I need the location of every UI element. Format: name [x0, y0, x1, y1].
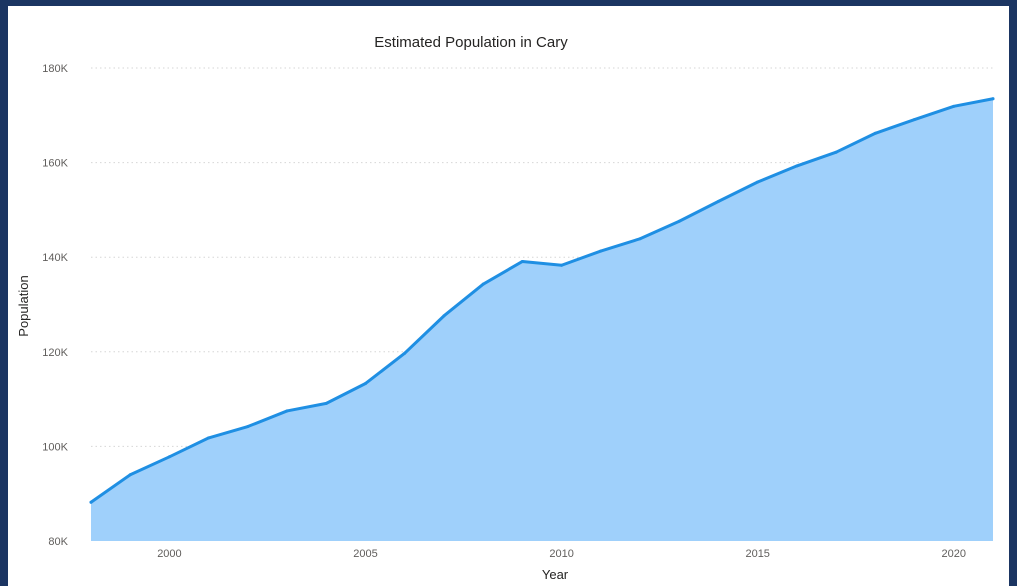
data-point[interactable] — [89, 500, 93, 504]
data-point[interactable] — [834, 150, 838, 154]
y-tick-label: 180K — [42, 63, 68, 75]
data-point[interactable] — [246, 425, 250, 429]
chart-title: Estimated Population in Cary — [374, 34, 568, 51]
x-tick-label: 2015 — [745, 548, 769, 560]
data-point[interactable] — [403, 351, 407, 355]
data-point[interactable] — [520, 259, 524, 263]
chart-panel: Estimated Population in Cary 80K 100K 120K… — [8, 6, 1009, 586]
data-point[interactable] — [285, 409, 289, 413]
y-axis-ticks: 80K 100K 120K 140K 160K 180K — [42, 63, 68, 548]
population-line — [89, 97, 995, 504]
y-tick-label: 120K — [42, 347, 68, 359]
y-tick-label: 80K — [48, 536, 68, 548]
data-point[interactable] — [795, 164, 799, 168]
data-point[interactable] — [167, 455, 171, 459]
data-marks — [89, 97, 995, 542]
data-point[interactable] — [913, 118, 917, 122]
data-point[interactable] — [364, 381, 368, 385]
data-point[interactable] — [128, 473, 132, 477]
data-point[interactable] — [716, 199, 720, 203]
data-point[interactable] — [756, 180, 760, 184]
x-axis-title: Year — [542, 567, 569, 582]
data-point[interactable] — [952, 104, 956, 108]
data-point[interactable] — [560, 263, 564, 267]
x-tick-label: 2000 — [157, 548, 181, 560]
y-tick-label: 160K — [42, 158, 68, 170]
x-tick-label: 2005 — [353, 548, 377, 560]
y-axis-title: Population — [16, 275, 31, 336]
x-axis-ticks: 2000 2005 2010 2015 2020 — [157, 548, 966, 560]
data-point[interactable] — [599, 249, 603, 253]
data-point[interactable] — [324, 401, 328, 405]
y-tick-label: 140K — [42, 252, 68, 264]
data-point[interactable] — [677, 219, 681, 223]
data-point[interactable] — [991, 97, 995, 101]
y-tick-label: 100K — [42, 441, 68, 453]
data-point[interactable] — [873, 131, 877, 135]
data-point[interactable] — [481, 282, 485, 286]
data-point[interactable] — [207, 436, 211, 440]
x-tick-label: 2020 — [942, 548, 966, 560]
population-area-chart: Estimated Population in Cary 80K 100K 120K… — [16, 34, 995, 582]
data-point[interactable] — [442, 314, 446, 318]
x-tick-label: 2010 — [549, 548, 573, 560]
data-point[interactable] — [638, 237, 642, 241]
population-area-fill — [91, 98, 993, 542]
